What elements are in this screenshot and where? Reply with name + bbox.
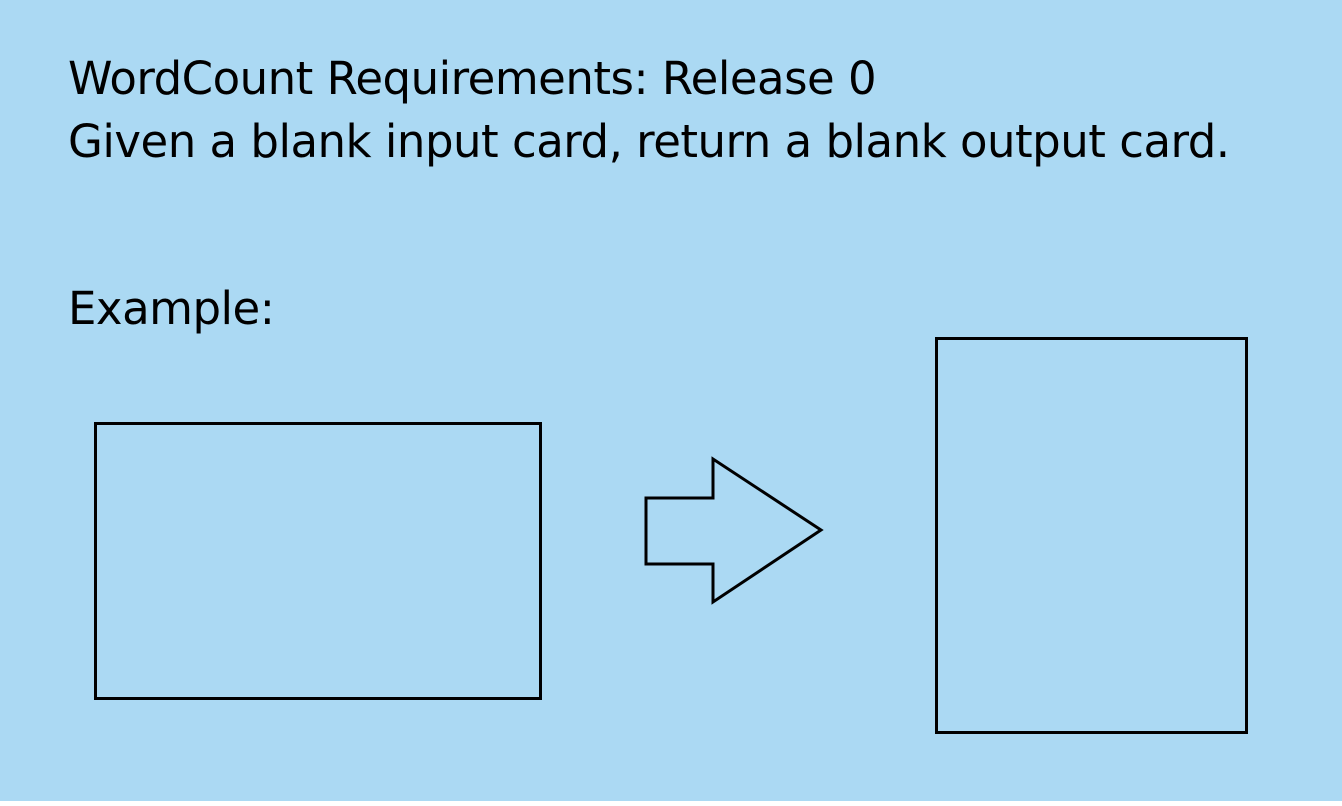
right-arrow-icon xyxy=(644,456,824,605)
blank-output-card xyxy=(935,337,1248,734)
arrow-shape xyxy=(644,456,824,605)
slide-title: WordCount Requirements: Release 0 xyxy=(68,52,877,105)
example-label: Example: xyxy=(68,282,275,335)
requirement-text: Given a blank input card, return a blank… xyxy=(68,115,1230,168)
blank-input-card xyxy=(94,422,542,700)
